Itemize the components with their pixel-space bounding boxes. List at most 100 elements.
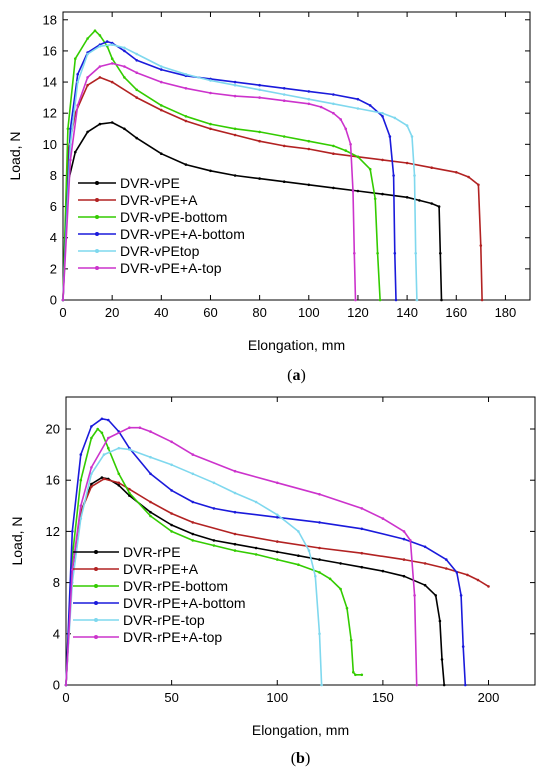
data-point (149, 430, 152, 433)
data-point (282, 99, 286, 102)
data-point (307, 97, 311, 101)
data-point (402, 537, 406, 541)
data-point (128, 448, 131, 451)
data-point (423, 562, 427, 565)
data-point (110, 121, 114, 124)
data-point (440, 298, 443, 302)
y-tick-label: 20 (46, 422, 60, 437)
data-point (90, 472, 93, 476)
data-point (254, 500, 258, 504)
data-point (184, 115, 188, 118)
series-line-6 (65, 426, 418, 686)
legend-marker (95, 266, 99, 270)
data-point (438, 619, 442, 623)
data-point (74, 57, 77, 60)
data-point (445, 567, 448, 570)
data-point (413, 594, 416, 597)
data-point (184, 163, 188, 166)
y-tick-label: 8 (50, 168, 57, 183)
data-point (381, 569, 385, 573)
data-point (71, 530, 74, 533)
data-point (445, 558, 448, 561)
data-point (455, 171, 458, 174)
data-point (98, 122, 102, 126)
data-point (191, 472, 195, 476)
data-point (233, 549, 237, 552)
data-point (479, 244, 483, 247)
x-tick-label: 120 (347, 305, 369, 320)
data-point (332, 111, 335, 115)
data-point (356, 97, 360, 101)
legend: DVR-rPEDVR-rPE+ADVR-rPE-bottomDVR-rPE+A-… (73, 544, 246, 645)
y-tick-label: 12 (43, 106, 57, 121)
data-point (318, 632, 321, 636)
data-point (191, 539, 195, 542)
data-point (381, 192, 384, 196)
data-point (410, 135, 414, 138)
data-point (135, 52, 138, 56)
data-point (123, 46, 126, 50)
data-point (100, 431, 104, 435)
series-line-5 (62, 43, 418, 301)
data-point (356, 107, 360, 110)
y-tick-label: 2 (50, 261, 57, 276)
data-point (233, 491, 237, 495)
series-line-1 (62, 121, 443, 301)
x-tick-label: 100 (298, 305, 320, 320)
data-point (233, 80, 237, 84)
data-point (314, 574, 317, 578)
data-point (258, 177, 261, 180)
data-point (100, 476, 104, 479)
data-point (332, 186, 335, 190)
data-point (254, 553, 258, 556)
data-point (405, 124, 409, 127)
data-point (135, 71, 138, 74)
data-point (160, 65, 163, 68)
data-point (344, 149, 348, 152)
data-point (349, 638, 353, 642)
data-point (170, 530, 173, 533)
data-point (135, 136, 138, 140)
x-tick-label: 100 (266, 690, 288, 705)
data-point (402, 530, 406, 533)
x-tick-label: 150 (372, 690, 394, 705)
data-point (149, 514, 152, 518)
data-point (297, 554, 300, 557)
data-point (96, 427, 99, 431)
data-point (418, 199, 421, 202)
data-point (332, 152, 335, 155)
data-point (409, 539, 412, 542)
plot-frame (62, 11, 531, 301)
data-point (393, 252, 397, 255)
data-point (149, 500, 152, 504)
legend-label: DVR-vPE-bottom (120, 209, 227, 225)
data-point (368, 104, 372, 107)
data-point (90, 466, 93, 469)
data-point (128, 426, 131, 430)
x-tick-label: 20 (105, 305, 119, 320)
data-point (102, 477, 106, 481)
data-point (98, 76, 102, 79)
data-point (423, 583, 427, 587)
series-line-3 (65, 428, 362, 686)
panel-label: (b) (291, 750, 311, 767)
data-point (415, 298, 419, 302)
legend-label: DVR-vPE+A-top (120, 260, 222, 276)
data-point (339, 587, 342, 591)
legend-marker (95, 232, 99, 236)
data-point (440, 658, 444, 661)
data-point (184, 119, 188, 123)
data-point (86, 83, 89, 87)
data-point (149, 455, 152, 459)
y-tick-label: 16 (43, 43, 57, 58)
data-point (360, 565, 364, 569)
data-point (98, 44, 102, 48)
data-point (184, 87, 188, 90)
data-point (135, 59, 138, 62)
data-point (107, 446, 110, 450)
legend-label: DVR-vPE (120, 175, 180, 191)
legend-marker (95, 215, 99, 219)
data-point (352, 670, 355, 674)
data-point (423, 545, 427, 549)
